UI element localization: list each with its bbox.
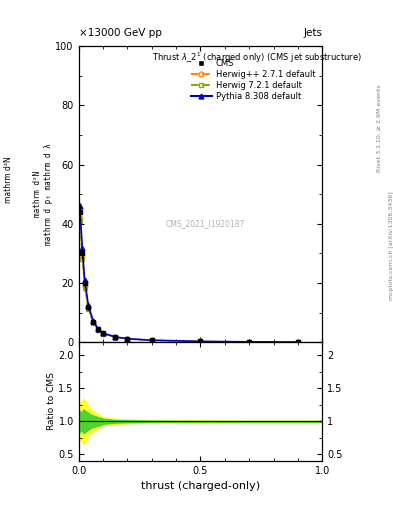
Herwig++ 2.7.1 default — [80, 253, 84, 260]
Herwig++ 2.7.1 default — [296, 339, 300, 345]
Pythia 8.308 default — [296, 339, 300, 345]
Pythia 8.308 default — [149, 337, 154, 343]
Text: CMS_2021_I1920187: CMS_2021_I1920187 — [165, 219, 245, 228]
Herwig++ 2.7.1 default — [96, 327, 101, 333]
Pythia 8.308 default — [125, 336, 130, 342]
Text: Thrust $\lambda\_2^1$ (charged only) (CMS jet substructure): Thrust $\lambda\_2^1$ (charged only) (CM… — [152, 51, 362, 65]
Text: ×13000 GeV pp: ×13000 GeV pp — [79, 28, 162, 38]
Pythia 8.308 default — [198, 338, 203, 345]
Herwig 7.2.1 default — [149, 337, 154, 344]
Text: mathrm d²N: mathrm d²N — [4, 156, 13, 203]
Pythia 8.308 default — [91, 318, 95, 324]
Line: Herwig 7.2.1 default: Herwig 7.2.1 default — [77, 219, 300, 345]
X-axis label: thrust (charged-only): thrust (charged-only) — [141, 481, 260, 491]
Pythia 8.308 default — [101, 330, 105, 336]
Herwig++ 2.7.1 default — [149, 337, 154, 344]
Herwig++ 2.7.1 default — [91, 319, 95, 325]
Herwig 7.2.1 default — [125, 336, 130, 342]
Herwig++ 2.7.1 default — [77, 215, 82, 221]
Pythia 8.308 default — [96, 326, 101, 332]
Pythia 8.308 default — [86, 302, 91, 308]
Text: Jets: Jets — [303, 28, 322, 38]
Legend: CMS, Herwig++ 2.7.1 default, Herwig 7.2.1 default, Pythia 8.308 default: CMS, Herwig++ 2.7.1 default, Herwig 7.2.… — [189, 56, 318, 103]
Herwig 7.2.1 default — [83, 285, 87, 291]
Herwig 7.2.1 default — [296, 339, 300, 345]
Line: Herwig++ 2.7.1 default: Herwig++ 2.7.1 default — [77, 216, 300, 345]
Herwig++ 2.7.1 default — [101, 331, 105, 337]
Herwig 7.2.1 default — [198, 338, 203, 345]
Line: Pythia 8.308 default: Pythia 8.308 default — [77, 204, 300, 345]
Pythia 8.308 default — [113, 334, 118, 340]
Herwig 7.2.1 default — [96, 327, 101, 333]
Herwig 7.2.1 default — [113, 334, 118, 340]
Herwig++ 2.7.1 default — [125, 336, 130, 342]
Text: mcplots.cern.ch [arXiv:1306.3436]: mcplots.cern.ch [arXiv:1306.3436] — [389, 191, 393, 300]
Herwig++ 2.7.1 default — [83, 283, 87, 289]
Y-axis label: mathrm d²N
mathrm d pₜ mathrm d λ: mathrm d²N mathrm d pₜ mathrm d λ — [33, 143, 53, 245]
Pythia 8.308 default — [247, 339, 252, 345]
Herwig++ 2.7.1 default — [198, 338, 203, 345]
Herwig 7.2.1 default — [101, 331, 105, 337]
Herwig 7.2.1 default — [86, 306, 91, 312]
Pythia 8.308 default — [83, 277, 87, 283]
Y-axis label: Ratio to CMS: Ratio to CMS — [47, 373, 55, 431]
Herwig++ 2.7.1 default — [86, 305, 91, 311]
Pythia 8.308 default — [80, 244, 84, 250]
Herwig++ 2.7.1 default — [247, 339, 252, 345]
Herwig++ 2.7.1 default — [113, 334, 118, 340]
Herwig 7.2.1 default — [80, 257, 84, 263]
Pythia 8.308 default — [77, 203, 82, 209]
Herwig 7.2.1 default — [91, 319, 95, 326]
Herwig 7.2.1 default — [247, 339, 252, 345]
Text: Rivet 3.1.10, ≥ 2.9M events: Rivet 3.1.10, ≥ 2.9M events — [377, 84, 382, 172]
Herwig 7.2.1 default — [77, 218, 82, 224]
